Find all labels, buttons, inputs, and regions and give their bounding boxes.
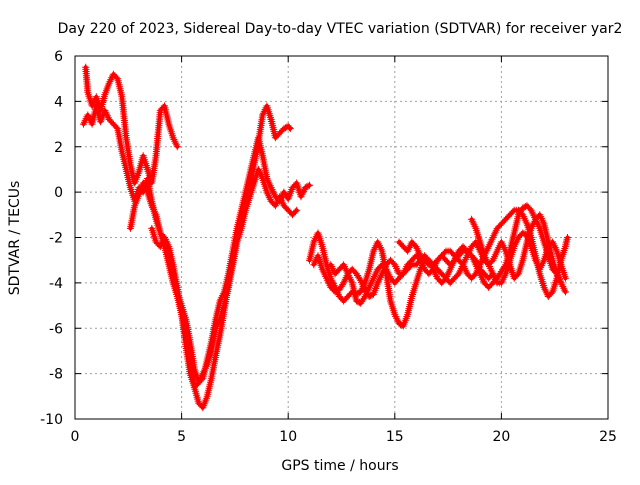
x-tick-label: 5 [177, 429, 186, 445]
y-tick-label: -8 [49, 367, 63, 383]
series-markers [82, 63, 181, 187]
y-tick-label: -10 [40, 412, 63, 428]
y-tick-label: 2 [54, 140, 63, 156]
series-track-7 [327, 211, 565, 307]
y-tick-label: 0 [54, 185, 63, 201]
y-tick-label: -2 [49, 231, 63, 247]
y-axis-label: SDTVAR / TECUs [7, 181, 23, 296]
y-tick-label: -4 [49, 276, 63, 292]
chart-title: Day 220 of 2023, Sidereal Day-to-day VTE… [58, 21, 623, 37]
x-tick-label: 15 [386, 429, 404, 445]
y-tick-label: 6 [54, 49, 63, 65]
series-markers [148, 165, 301, 391]
series-markers [395, 206, 571, 300]
x-tick-label: 20 [492, 429, 510, 445]
x-tick-label: 0 [71, 429, 80, 445]
y-tick-label: -6 [49, 321, 63, 337]
series-track-2 [82, 63, 181, 187]
series-markers [468, 215, 569, 287]
data-layer [80, 63, 571, 412]
y-tick-label: 4 [54, 94, 63, 110]
series-track-9 [468, 215, 569, 287]
x-axis-label: GPS time / hours [281, 458, 398, 474]
series-markers [327, 211, 565, 307]
x-tick-label: 10 [279, 429, 297, 445]
series-track-4 [148, 165, 301, 391]
tick-layer: 0 5 10 15 20 25 -10 -8 -6 -4 -2 0 2 4 6 [40, 49, 617, 445]
x-tick-label: 25 [599, 429, 617, 445]
